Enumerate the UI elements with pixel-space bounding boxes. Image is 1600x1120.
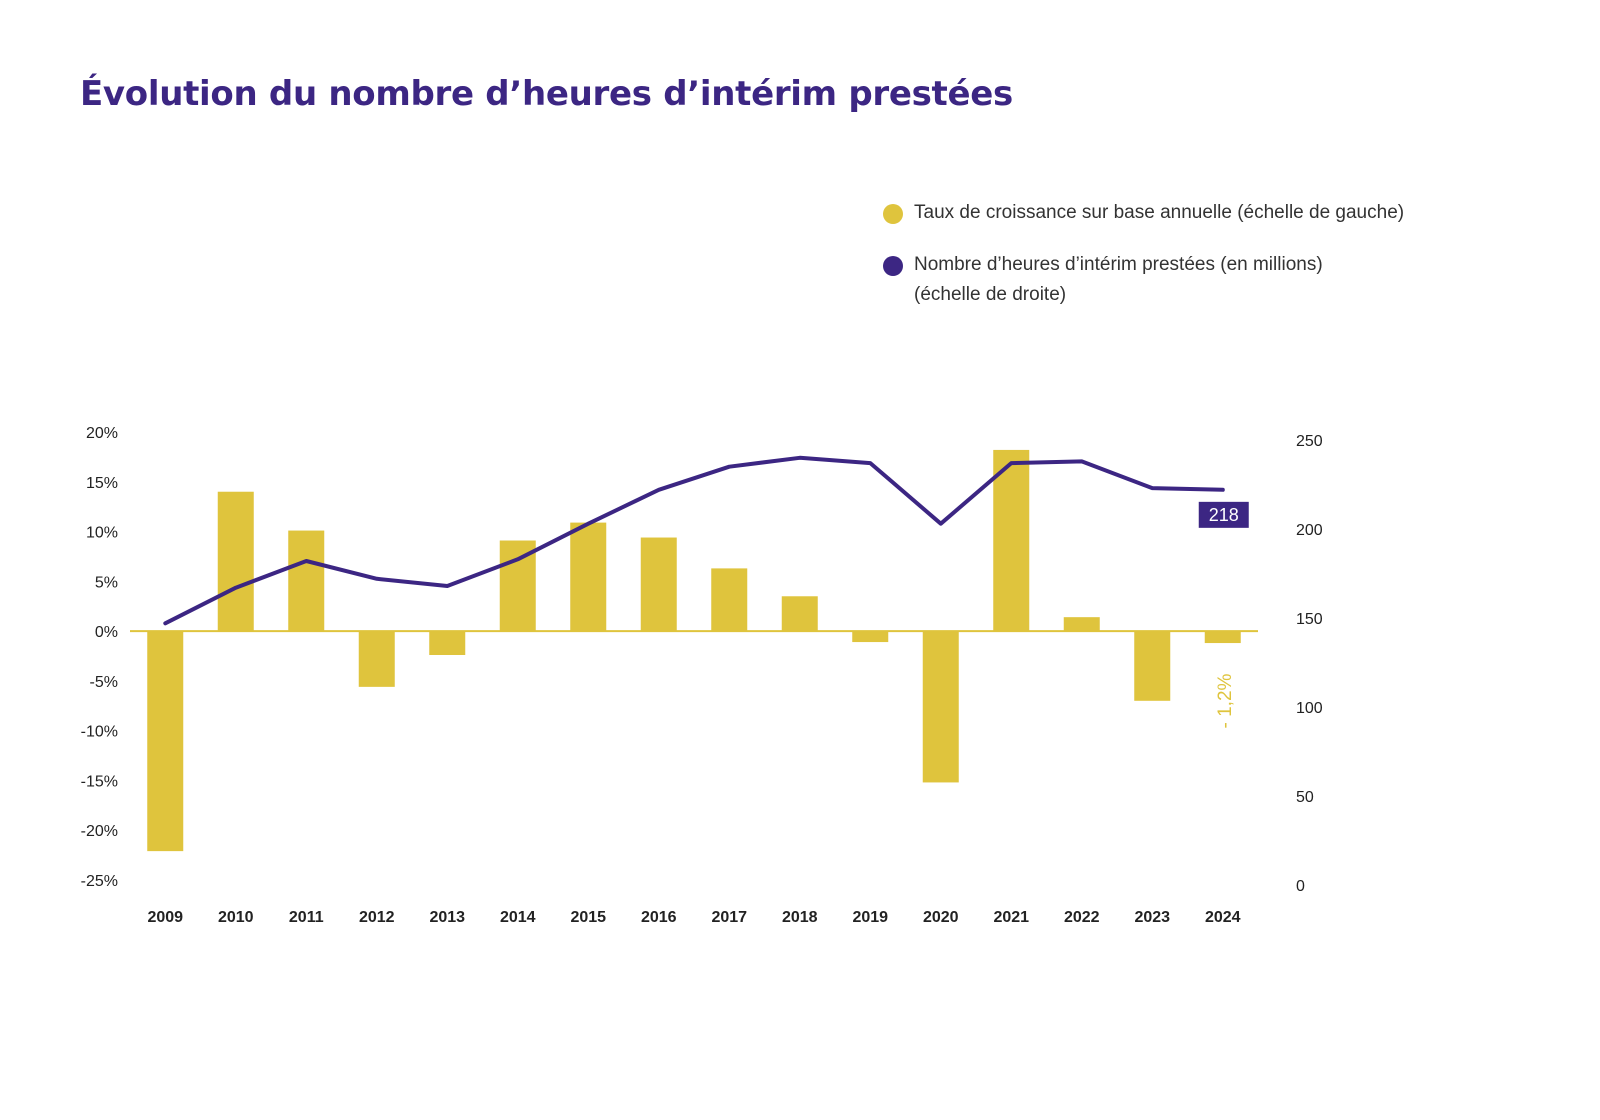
chart-title: Évolution du nombre d’heures d’intérim p… — [80, 74, 1013, 114]
bar-2014 — [499, 540, 536, 632]
bar-2010 — [217, 491, 254, 632]
left-axis-tick-label: -15% — [81, 773, 118, 790]
bar-2009 — [147, 631, 184, 852]
bar-2016 — [640, 537, 677, 632]
x-axis-tick-label: 2018 — [782, 909, 818, 926]
bar-2013 — [429, 631, 466, 656]
x-axis-tick-label: 2021 — [993, 909, 1029, 926]
x-axis-tick-label: 2015 — [570, 909, 606, 926]
x-axis-tick-label: 2022 — [1064, 909, 1100, 926]
bar-2012 — [358, 631, 395, 687]
right-axis-tick-label: 250 — [1296, 433, 1323, 450]
right-axis-tick-label: 50 — [1296, 789, 1314, 806]
x-axis-tick-label: 2017 — [711, 909, 747, 926]
left-axis-tick-label: 15% — [86, 475, 118, 492]
left-axis-tick-label: 5% — [95, 574, 118, 591]
x-axis-tick-label: 2016 — [641, 909, 677, 926]
bar-2020 — [922, 631, 959, 783]
legend-yellow-dot-icon — [883, 204, 903, 224]
x-axis-tick-label: 2012 — [359, 909, 395, 926]
x-axis-tick-label: 2023 — [1134, 909, 1170, 926]
right-axis-tick-label: 200 — [1296, 522, 1323, 539]
left-axis-tick-label: -25% — [81, 873, 118, 890]
x-axis-tick-label: 2009 — [147, 909, 183, 926]
bar-2024 — [1204, 631, 1241, 644]
bar-2021 — [993, 449, 1030, 632]
right-axis-tick-label: 150 — [1296, 611, 1323, 628]
x-axis-tick-label: 2011 — [289, 909, 324, 926]
value-label-growth-2024: - 1,2% — [1215, 674, 1236, 729]
bar-2018 — [781, 596, 818, 632]
left-axis-tick-label: 0% — [95, 624, 118, 641]
bar-2015 — [570, 522, 607, 632]
line-series-hours — [163, 455, 1225, 626]
bar-2011 — [288, 530, 325, 632]
x-axis-tick-label: 2014 — [500, 909, 536, 926]
x-axis-tick-label: 2013 — [429, 909, 465, 926]
value-label-box — [1198, 501, 1249, 528]
x-axis-tick-label: 2020 — [923, 909, 959, 926]
left-axis-tick-label: -5% — [90, 674, 118, 691]
left-axis-tick-label: 10% — [86, 525, 118, 542]
right-axis-tick-label: 0 — [1296, 878, 1305, 895]
legend-label: Taux de croissance sur base annuelle (éc… — [914, 202, 1405, 223]
bar-2019 — [852, 631, 889, 643]
legend-item-growth-rate: Taux de croissance sur base annuelle (éc… — [880, 198, 1540, 228]
bar-2017 — [711, 568, 748, 632]
x-axis-tick-label: 2024 — [1205, 909, 1241, 926]
legend-label: Nombre d’heures d’intérim prestées (en m… — [914, 254, 1323, 275]
x-axis-tick-label: 2019 — [852, 909, 888, 926]
bar-2023 — [1134, 631, 1171, 701]
legend-label-continued: (échelle de droite) — [914, 284, 1067, 305]
right-axis-tick-label: 100 — [1296, 700, 1323, 717]
legend: Taux de croissance sur base annuelle (éc… — [880, 198, 1540, 310]
bar-2022 — [1063, 617, 1100, 632]
left-axis-tick-label: -20% — [81, 823, 118, 840]
x-axis-tick-label: 2010 — [218, 909, 254, 926]
left-axis-tick-label: 20% — [86, 425, 118, 442]
value-label-218: 218 — [1209, 505, 1239, 525]
legend-purple-dot-icon — [883, 256, 903, 276]
legend-item-hours: Nombre d’heures d’intérim prestées (en m… — [880, 250, 1540, 310]
left-axis-tick-label: -10% — [81, 724, 118, 741]
